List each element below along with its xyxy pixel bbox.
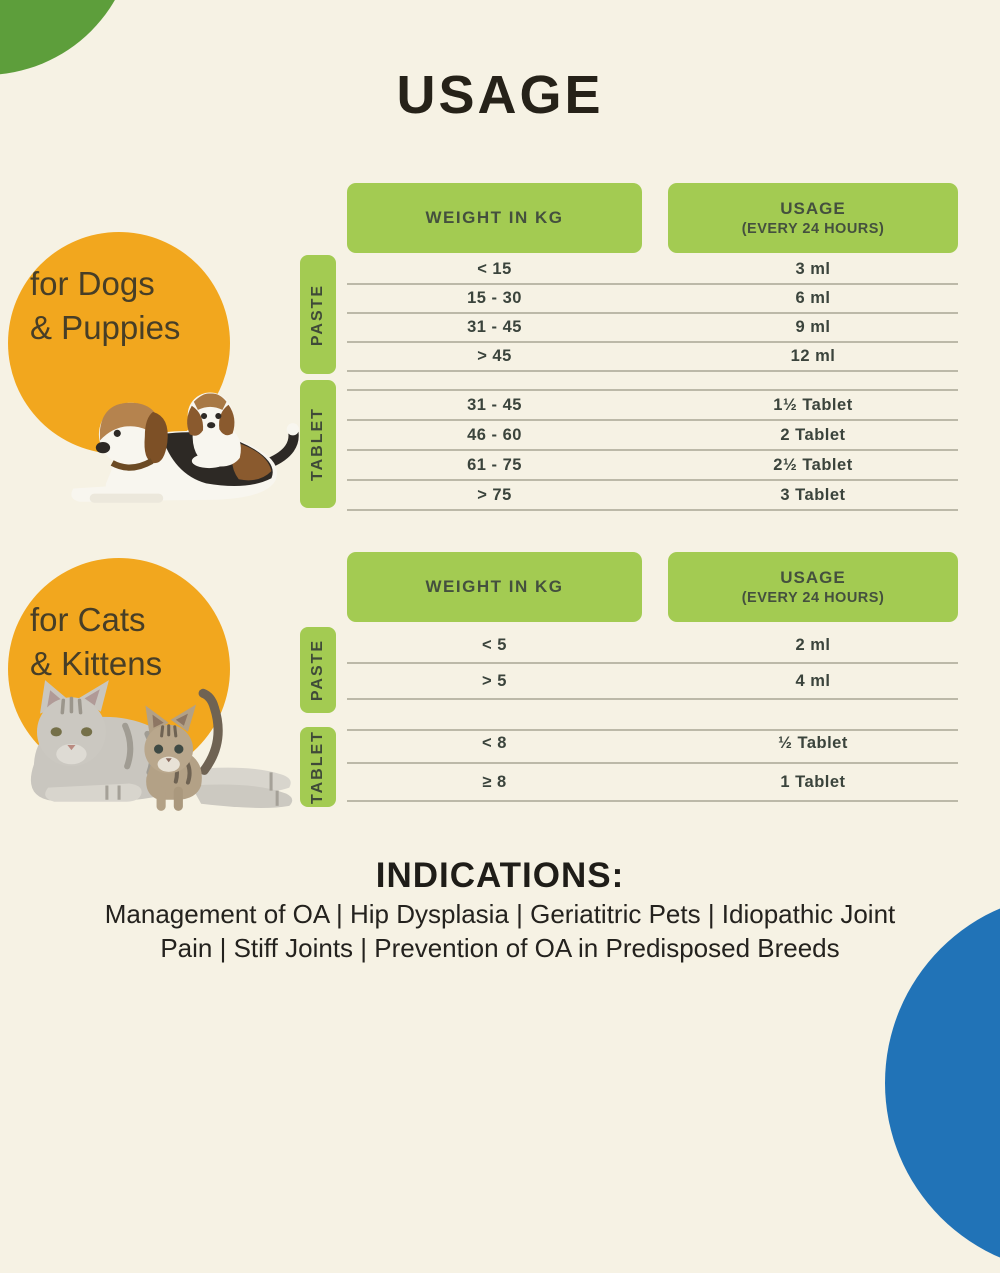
usage-value: ½ Tablet	[778, 734, 848, 752]
table-row: 31 - 45 9 ml	[347, 314, 958, 343]
table-row: 15 - 30 6 ml	[347, 285, 958, 314]
cats-weight-header: WEIGHT IN KG	[347, 552, 642, 622]
table-row: 46 - 60 2 Tablet	[347, 421, 958, 451]
usage-value: 2½ Tablet	[773, 455, 853, 474]
usage-value: 2 Tablet	[780, 425, 846, 444]
usage-header-sublabel: (EVERY 24 HOURS)	[741, 220, 885, 237]
indications-line2: Pain | Stiff Joints | Prevention of OA i…	[160, 933, 840, 963]
usage-value: 1 Tablet	[780, 772, 846, 791]
usage-header-label: USAGE	[780, 199, 846, 219]
weight-value: > 45	[477, 347, 512, 365]
cats-tablet-tab: TABLET	[300, 727, 336, 807]
usage-value: 1½ Tablet	[773, 395, 853, 414]
weight-value: < 8	[482, 734, 507, 752]
usage-value: 12 ml	[790, 347, 836, 365]
table-row: 61 - 75 2½ Tablet	[347, 451, 958, 481]
table-row: > 75 3 Tablet	[347, 481, 958, 511]
usage-value: 2 ml	[795, 635, 831, 654]
weight-value: 15 - 30	[467, 289, 522, 307]
weight-value: < 15	[477, 260, 512, 278]
dogs-paste-rows: < 15 3 ml 15 - 30 6 ml 31 - 45 9 ml > 45…	[347, 256, 958, 372]
weight-value: 31 - 45	[467, 395, 522, 414]
usage-value: 3 Tablet	[780, 485, 846, 504]
weight-value: 46 - 60	[467, 425, 522, 444]
table-row: < 8 ½ Tablet	[347, 725, 958, 764]
dogs-paste-tab: PASTE	[300, 255, 336, 374]
usage-value: 3 ml	[795, 260, 831, 278]
dogs-tablet-tab: TABLET	[300, 380, 336, 508]
dogs-table-header: WEIGHT IN KG USAGE (EVERY 24 HOURS)	[347, 183, 958, 253]
page-title: USAGE	[396, 65, 604, 125]
weight-value: > 75	[477, 485, 512, 504]
dogs-tablet-tab-label: TABLET	[309, 407, 327, 481]
table-row: ≥ 8 1 Tablet	[347, 764, 958, 802]
cats-paste-tab-label: PASTE	[309, 638, 326, 702]
cats-table-header: WEIGHT IN KG USAGE (EVERY 24 HOURS)	[347, 552, 958, 622]
cats-label-line1: for Cats	[30, 601, 146, 638]
weight-value: < 5	[482, 635, 507, 654]
dogs-label-line1: for Dogs	[30, 265, 155, 302]
cats-tablet-rows: < 8 ½ Tablet ≥ 8 1 Tablet	[347, 725, 958, 802]
dogs-weight-header: WEIGHT IN KG	[347, 183, 642, 253]
dogs-usage-header: USAGE (EVERY 24 HOURS)	[668, 183, 958, 253]
table-row: > 45 12 ml	[347, 343, 958, 372]
weight-header-label: WEIGHT IN KG	[425, 208, 564, 227]
usage-value: 6 ml	[795, 289, 831, 307]
usage-value: 9 ml	[795, 318, 831, 336]
dogs-tablet-rows: 31 - 45 1½ Tablet 46 - 60 2 Tablet 61 - …	[347, 389, 958, 511]
indications-title: INDICATIONS:	[375, 856, 625, 895]
weight-value: 31 - 45	[467, 318, 522, 336]
dogs-label: for Dogs & Puppies	[30, 262, 180, 349]
table-row: < 5 2 ml	[347, 628, 958, 664]
cats-paste-rows: < 5 2 ml > 5 4 ml	[347, 628, 958, 731]
cats-tablet-tab-label: TABLET	[309, 730, 327, 804]
table-row: < 15 3 ml	[347, 256, 958, 285]
cats-paste-tab: PASTE	[300, 627, 336, 713]
indications-line1: Management of OA | Hip Dysplasia | Geria…	[104, 899, 896, 929]
dogs-paste-tab-label: PASTE	[309, 283, 326, 346]
table-row-empty	[347, 700, 958, 731]
table-row: > 5 4 ml	[347, 664, 958, 700]
cats-label-line2: & Kittens	[30, 644, 163, 682]
usage-header-label: USAGE	[780, 568, 846, 588]
table-row: 31 - 45 1½ Tablet	[347, 391, 958, 421]
weight-header-label: WEIGHT IN KG	[425, 577, 564, 596]
cats-photo	[30, 680, 293, 811]
cats-label: for Cats & Kittens	[30, 598, 162, 685]
dogs-photo	[71, 392, 299, 503]
usage-header-sublabel: (EVERY 24 HOURS)	[741, 589, 885, 606]
weight-value: ≥ 8	[482, 772, 507, 791]
usage-value: 4 ml	[795, 671, 831, 690]
weight-value: 61 - 75	[467, 455, 522, 474]
cats-usage-header: USAGE (EVERY 24 HOURS)	[668, 552, 958, 622]
dogs-label-line2: & Puppies	[30, 308, 181, 346]
weight-value: > 5	[482, 671, 507, 690]
